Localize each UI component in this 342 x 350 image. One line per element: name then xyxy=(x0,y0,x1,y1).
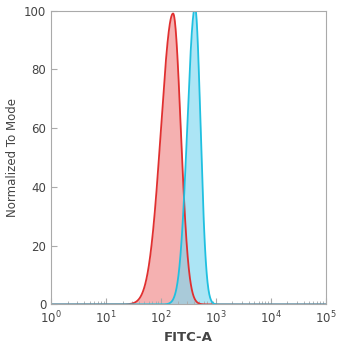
Y-axis label: Normalized To Mode: Normalized To Mode xyxy=(5,98,18,217)
X-axis label: FITC-A: FITC-A xyxy=(164,331,213,344)
